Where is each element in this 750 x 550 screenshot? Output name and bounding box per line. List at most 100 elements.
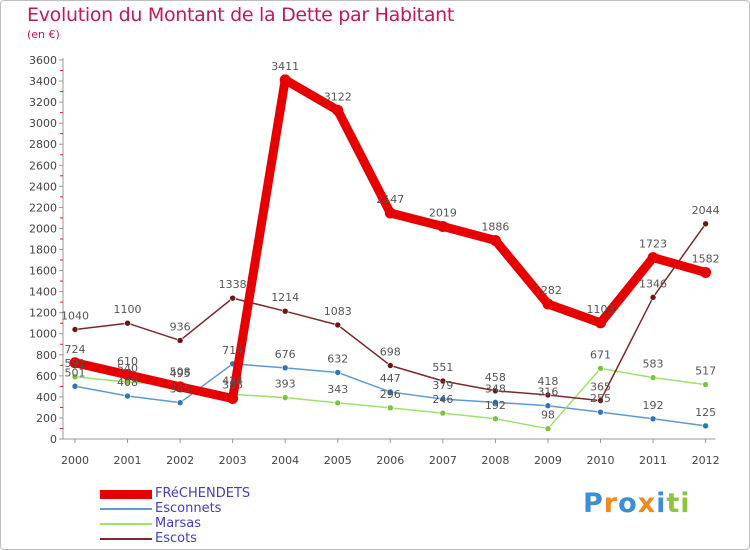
- data-label: 296: [380, 388, 401, 401]
- data-point: [332, 104, 344, 116]
- data-point: [279, 74, 291, 86]
- x-tick-label: 2003: [219, 454, 247, 467]
- legend-item: Esconnets: [100, 501, 360, 516]
- data-point: [386, 404, 394, 412]
- y-tick-label: 2600: [29, 159, 57, 172]
- data-label: 192: [643, 399, 664, 412]
- legend-swatch: [100, 489, 152, 499]
- data-point: [386, 362, 394, 369]
- data-point: [176, 337, 184, 344]
- y-tick-label: 800: [36, 349, 57, 362]
- y-tick-label: 0: [50, 433, 57, 446]
- data-label: 495: [170, 367, 191, 380]
- data-label: 1282: [534, 284, 562, 297]
- legend: FRéCHENDETS Esconnets Marsas Escots: [100, 486, 360, 546]
- data-label: 447: [380, 372, 401, 385]
- logo-letter: i: [656, 488, 667, 519]
- x-tick-label: 2001: [114, 454, 142, 467]
- data-point: [229, 294, 236, 302]
- y-tick-label: 2800: [29, 138, 57, 151]
- data-label: 1582: [692, 252, 720, 265]
- chart-title: Evolution du Montant de la Dette par Hab…: [27, 4, 455, 26]
- y-tick-label: 3400: [29, 75, 57, 88]
- data-point: [492, 387, 499, 395]
- data-point: [544, 402, 552, 410]
- y-tick-label: 3000: [29, 117, 57, 130]
- data-point: [122, 369, 134, 381]
- data-point: [542, 298, 554, 310]
- data-label: 1338: [219, 278, 247, 291]
- x-tick-label: 2007: [429, 454, 457, 467]
- data-label: 3411: [271, 60, 299, 73]
- data-point: [597, 365, 604, 372]
- data-point: [281, 364, 289, 372]
- data-label: 551: [432, 361, 453, 374]
- data-point: [174, 381, 186, 393]
- data-point: [281, 307, 289, 315]
- data-point: [700, 266, 712, 278]
- legend-label: Escots: [155, 531, 197, 546]
- data-label: 1723: [639, 238, 667, 251]
- data-label: 408: [117, 376, 138, 389]
- data-point: [649, 293, 657, 301]
- data-label: 379: [432, 379, 453, 392]
- legend-label: Esconnets: [155, 501, 222, 516]
- data-label: 936: [170, 320, 191, 333]
- data-label: 2044: [692, 204, 720, 217]
- y-tick-label: 3600: [29, 54, 57, 67]
- legend-item: Marsas: [100, 516, 360, 531]
- data-label: 385: [222, 378, 243, 391]
- data-point: [492, 415, 499, 423]
- y-tick-label: 2200: [29, 201, 57, 214]
- data-point: [702, 381, 709, 388]
- data-label: 424: [222, 374, 243, 387]
- y-tick-label: 1200: [29, 307, 57, 320]
- data-point: [69, 357, 81, 369]
- data-point: [437, 220, 449, 232]
- data-label: 418: [537, 375, 558, 388]
- data-label: 192: [485, 399, 506, 412]
- data-point: [439, 377, 447, 385]
- legend-swatch: [100, 508, 152, 510]
- data-label: 583: [643, 358, 664, 371]
- data-label: 610: [117, 355, 138, 368]
- data-label: 591: [65, 357, 86, 370]
- data-label: 98: [541, 409, 555, 422]
- data-point: [702, 220, 709, 228]
- data-point: [384, 207, 396, 219]
- y-tick-label: 2400: [29, 180, 57, 193]
- data-label: 1040: [61, 310, 89, 323]
- data-point: [544, 391, 552, 399]
- data-point: [544, 425, 552, 432]
- data-label: 125: [695, 406, 716, 419]
- data-label: 671: [590, 348, 611, 361]
- x-tick-label: 2008: [481, 454, 509, 467]
- data-point: [595, 317, 606, 329]
- data-point: [281, 394, 289, 401]
- data-label: 343: [327, 383, 348, 396]
- data-label: 246: [432, 393, 453, 406]
- data-point: [386, 388, 394, 396]
- y-tick-label: 1800: [29, 244, 57, 257]
- data-label: 698: [380, 346, 401, 359]
- data-point: [489, 234, 501, 246]
- x-tick-label: 2006: [376, 454, 404, 467]
- y-tick-label: 1000: [29, 328, 57, 341]
- data-point: [71, 326, 79, 333]
- y-tick-label: 3200: [29, 96, 57, 109]
- proxiti-logo: Proxiti: [583, 488, 691, 519]
- y-tick-label: 1600: [29, 265, 57, 278]
- logo-letter: o: [618, 488, 638, 519]
- data-label: 714: [222, 344, 243, 357]
- x-tick-label: 2000: [61, 454, 89, 467]
- data-label: 345: [170, 383, 191, 396]
- y-tick-label: 2000: [29, 222, 57, 235]
- data-point: [647, 252, 659, 264]
- logo-letter: t: [666, 488, 681, 519]
- x-tick-label: 2002: [166, 454, 194, 467]
- data-label: 1346: [639, 277, 667, 290]
- data-point: [439, 395, 447, 403]
- data-label: 2147: [376, 193, 404, 206]
- x-tick-label: 2012: [692, 454, 720, 467]
